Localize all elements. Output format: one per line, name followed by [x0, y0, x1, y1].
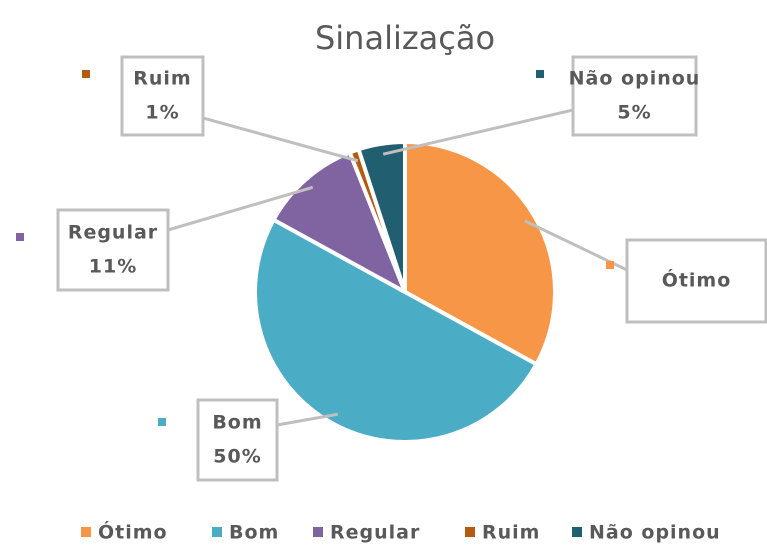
- label-box: [120, 55, 205, 137]
- label-box: [56, 208, 170, 292]
- data-label: 11%: [89, 256, 137, 278]
- legend-label: Ruim: [482, 522, 540, 544]
- label-box: [196, 398, 279, 482]
- data-label: Não opinou: [569, 68, 701, 90]
- legend-marker: [313, 527, 323, 537]
- legend-label: Regular: [330, 522, 420, 544]
- pie-slice: [356, 139, 407, 293]
- leader-line: [202, 116, 359, 163]
- legend-marker: [81, 527, 91, 537]
- data-label: Bom: [212, 412, 262, 434]
- pie-slice: [253, 217, 540, 444]
- label-box: [625, 238, 767, 324]
- data-label: 5%: [617, 102, 651, 124]
- data-label: Regular: [68, 222, 158, 244]
- label-marker: [158, 418, 166, 426]
- data-label: Ruim: [133, 68, 191, 90]
- legend-label: Bom: [229, 522, 279, 544]
- label-box: [571, 55, 698, 137]
- label-marker: [536, 70, 544, 78]
- pie-slice: [270, 149, 409, 297]
- label-marker: [16, 233, 24, 241]
- leader-line: [382, 108, 574, 156]
- legend-marker: [465, 527, 475, 537]
- label-marker: [606, 261, 614, 269]
- data-label: 1%: [145, 102, 179, 124]
- legend-marker: [212, 527, 222, 537]
- leader-line: [276, 412, 339, 427]
- data-label: Ótimo: [662, 268, 732, 292]
- label-marker: [82, 70, 90, 78]
- chart-title: Sinalização: [315, 19, 495, 57]
- legend-marker: [572, 527, 582, 537]
- legend-label: Ótimo: [98, 520, 168, 544]
- data-label: 50%: [213, 446, 261, 468]
- leader-line: [167, 185, 314, 232]
- legend-label: Não opinou: [589, 522, 721, 544]
- pie-slice: [403, 139, 557, 367]
